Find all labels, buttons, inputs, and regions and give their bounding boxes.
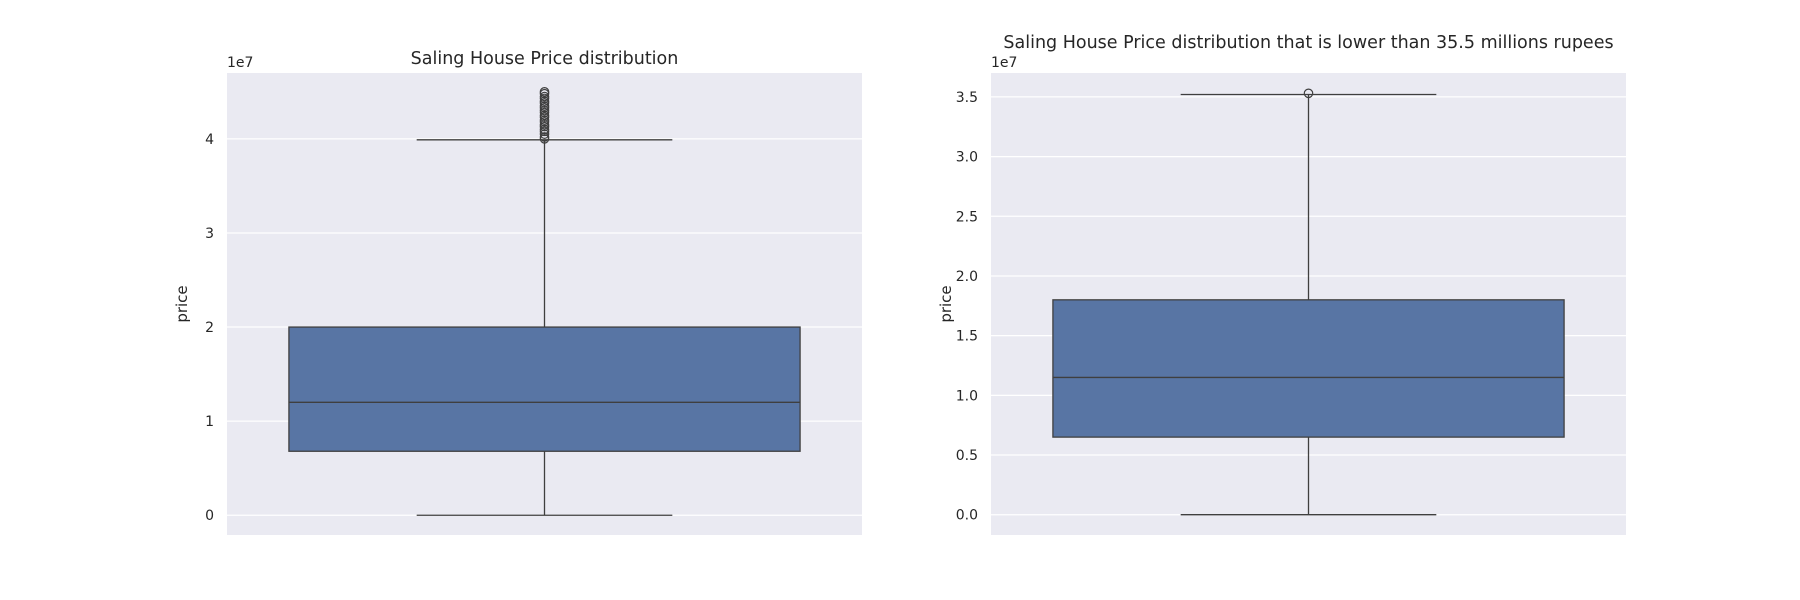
- outlier-point: [539, 101, 550, 111]
- y-tick-label: 3.0: [956, 150, 978, 166]
- outlier-point: [539, 110, 550, 121]
- outlier-point: [539, 132, 550, 142]
- iqr-box: [1052, 299, 1565, 438]
- outlier-point: [539, 105, 550, 116]
- y-tick-label: 1.5: [956, 329, 978, 345]
- y-tick-label: 3: [205, 226, 214, 242]
- y-tick-label: 0.5: [956, 448, 978, 464]
- y-axis-label: price: [937, 285, 955, 322]
- y-tick-label: 0: [205, 508, 214, 524]
- y-tick-label: 3.5: [956, 90, 978, 106]
- y-tick-label: 0.0: [956, 508, 978, 524]
- y-tick-label: 1: [205, 414, 214, 430]
- outlier-point: [1303, 88, 1314, 99]
- outlier-point: [539, 115, 550, 125]
- y-tick-label: 2: [205, 320, 214, 336]
- chart-title: Saling House Price distribution: [411, 49, 679, 69]
- y-tick-label: 1.0: [956, 388, 978, 404]
- outlier-point: [539, 91, 550, 102]
- y-axis-label: price: [173, 285, 191, 322]
- y-axis-offset-text: 1e7: [227, 55, 253, 71]
- outlier-point: [539, 87, 550, 97]
- y-axis-offset-text: 1e7: [991, 55, 1017, 71]
- outlier-point: [539, 129, 550, 139]
- outlier-point: [539, 119, 550, 130]
- boxplot-panel-right: 0.0 0.5 1.0 1.5 2.0 2.5 3.0 3.5 1e7 price Saling H…: [937, 33, 1626, 535]
- outlier-point: [539, 124, 550, 135]
- boxplot-panel-left: 0 1 2 3 4 1e7 price Saling House Price distribu…: [173, 49, 862, 535]
- y-tick-label: 2.5: [956, 209, 978, 225]
- outlier-point: [539, 96, 550, 107]
- iqr-box: [288, 326, 801, 452]
- y-tick-label: 4: [205, 132, 214, 148]
- y-tick-label: 2.0: [956, 269, 978, 285]
- chart-title: Saling House Price distribution that is …: [1003, 33, 1613, 53]
